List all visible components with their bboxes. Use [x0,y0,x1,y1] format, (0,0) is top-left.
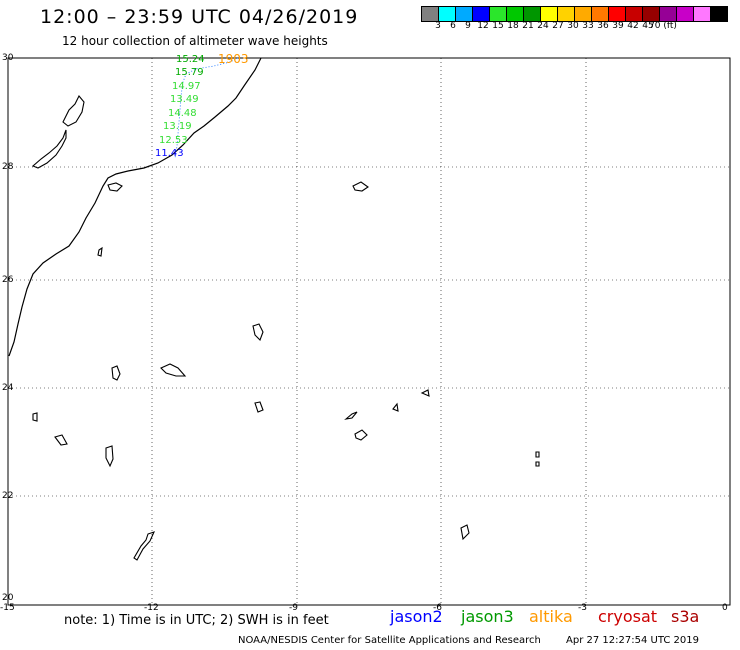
island-madeira [107,182,123,192]
island-santo-antao [354,429,368,441]
map-frame [7,57,731,606]
color-scale-label: 70 (ft) [649,21,677,31]
latitude-label: 20 [2,593,14,603]
color-scale-label: 21 [522,21,534,31]
island-gran-canaria [160,363,187,377]
latitude-label: 24 [2,383,14,393]
island-santiago [420,389,430,397]
color-scale-label: 36 [597,21,609,31]
color-scale-label: 30 [567,21,579,31]
island-selvagens [352,181,369,192]
swh-reading: 14.97 [172,81,201,92]
longitude-label: -6 [433,603,442,613]
color-scale-label: 3 [435,21,441,31]
island-boa-vista [254,401,264,413]
island-sal [344,411,358,420]
color-swatch [710,6,728,22]
footer: NOAA/NESDIS Center for Satellite Applica… [238,635,699,646]
map-subtitle: 12 hour collection of altimeter wave hei… [62,34,328,48]
coastline [8,57,262,357]
islands [31,95,540,561]
island-ilheu [535,461,540,467]
longitude-label: -12 [144,603,159,613]
longitude-label: -9 [289,603,298,613]
swh-reading: 13.49 [170,94,199,105]
color-scale-label: 27 [552,21,564,31]
color-scale-label: 24 [537,21,549,31]
color-scale-label: 42 [627,21,639,31]
altika-reading: 1903 [218,52,249,66]
swh-reading: 12.53 [159,135,188,146]
satellite-legend-s3a: s3a [671,607,700,626]
island-tenerife-north [252,323,264,341]
island-lanzarote [62,95,85,127]
swh-reading: 13.19 [163,121,192,132]
island-bissau-arc [133,531,156,561]
color-scale-label: 9 [465,21,471,31]
latitude-label: 28 [2,162,14,172]
island-brava [32,412,38,422]
latitude-label: 22 [2,491,14,501]
satellite-legend-cryosat: cryosat [598,607,658,626]
wave-height-color-scale [421,6,728,22]
color-scale-label: 15 [492,21,504,31]
color-scale-label: 39 [612,21,624,31]
latitude-label: 26 [2,275,14,285]
swh-reading: 15.24 [176,54,205,65]
color-scale-label: 6 [450,21,456,31]
island-fuerteventura [31,129,67,169]
grid-lines [8,58,730,605]
island-maio [392,402,399,412]
units-note: note: 1) Time is in UTC; 2) SWH is in fe… [64,613,329,628]
island-sao-nicolau [105,445,114,468]
longitude-label: -15 [0,603,15,613]
footer-timestamp: Apr 27 12:27:54 UTC 2019 [566,635,699,646]
altimeter-track [174,57,239,159]
color-scale-label: 33 [582,21,594,31]
satellite-legend-jason2: jason2 [390,607,443,626]
swh-reading: 15.79 [175,67,204,78]
longitude-label: -3 [578,603,587,613]
island-la-palma [111,365,121,381]
color-scale-label: 18 [507,21,519,31]
color-scale-label: 12 [477,21,489,31]
island-fogo [54,434,68,446]
footer-center-name: NOAA/NESDIS Center for Satellite Applica… [238,635,541,646]
latitude-label: 30 [2,53,14,63]
island-rombos [460,524,470,541]
color-scale-label: 45 [642,21,654,31]
island-sao-vicente [535,451,540,458]
swh-reading: 11.43 [155,148,184,159]
satellite-legend-altika: altika [529,607,573,626]
swh-reading: 14.48 [168,108,197,119]
longitude-label: 0 [722,603,728,613]
satellite-legend-jason3: jason3 [461,607,514,626]
island-porto-santo [97,246,103,257]
map-title: 12:00 – 23:59 UTC 04/26/2019 [40,6,359,28]
